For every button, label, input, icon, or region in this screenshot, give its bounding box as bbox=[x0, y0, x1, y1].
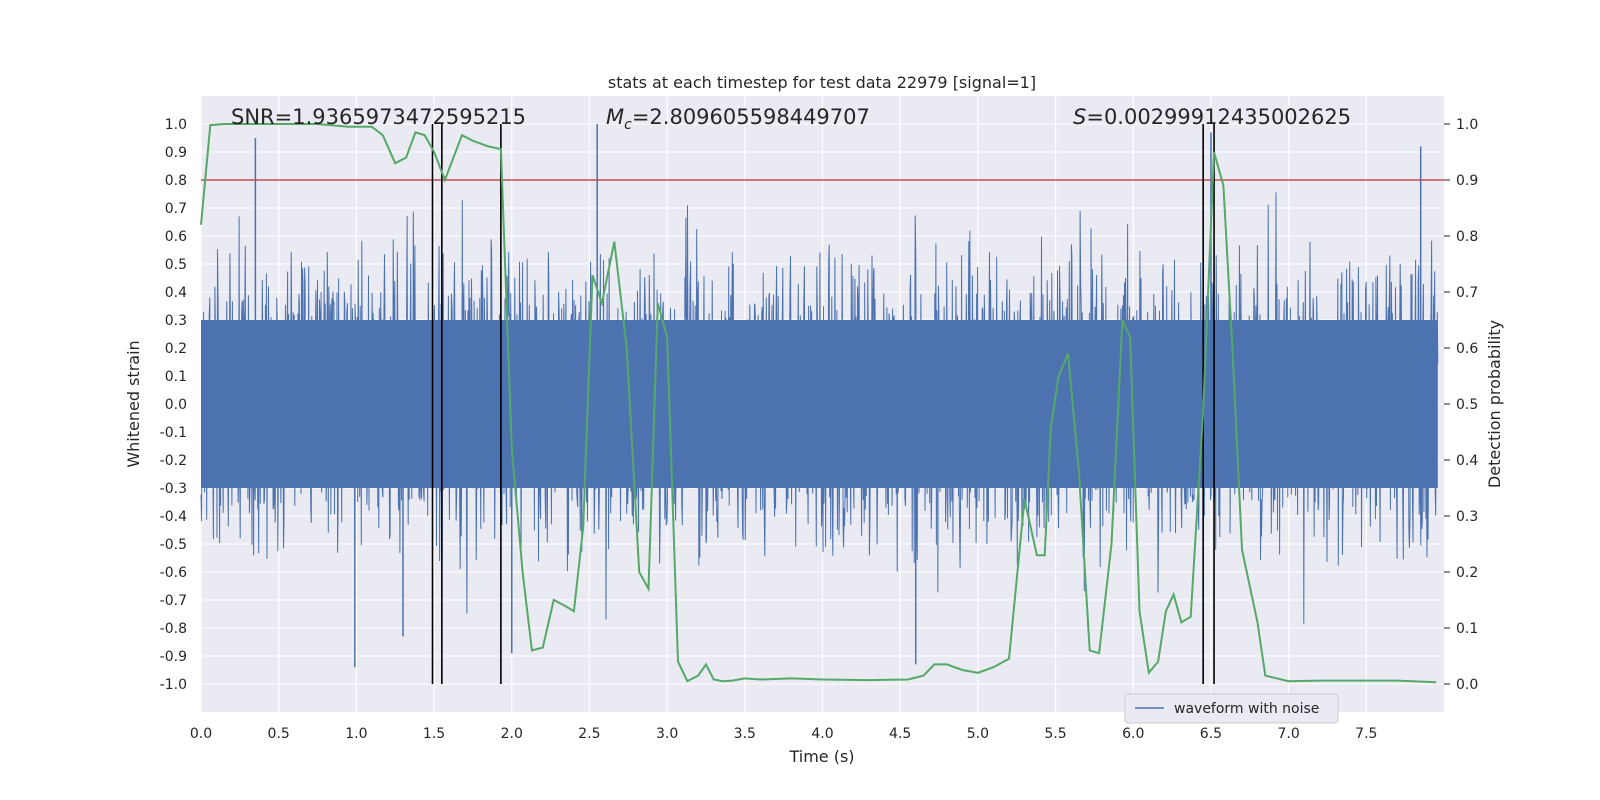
y-tick-label: -1.0 bbox=[160, 677, 187, 693]
x-tick-label: 4.0 bbox=[811, 726, 833, 742]
waveform-core bbox=[201, 320, 1438, 488]
x-tick-label: 3.5 bbox=[734, 726, 756, 742]
y-tick-label: 0.1 bbox=[165, 369, 187, 385]
y-right-tick-label: 0.5 bbox=[1456, 397, 1478, 413]
x-tick-label: 4.5 bbox=[889, 726, 911, 742]
chart-title: stats at each timestep for test data 229… bbox=[608, 73, 1036, 92]
s-annotation: S=0.0029991243500262​5 bbox=[1073, 105, 1351, 129]
waveform-band bbox=[201, 320, 1438, 488]
y-right-axis-label: Detection probability bbox=[1485, 320, 1504, 488]
y-right-tick-label: 0.7 bbox=[1456, 285, 1478, 301]
x-tick-label: 6.5 bbox=[1200, 726, 1222, 742]
y-tick-label: 0.9 bbox=[165, 145, 187, 161]
y-tick-label: -0.3 bbox=[160, 481, 187, 497]
y-tick-label: 0.4 bbox=[165, 285, 187, 301]
mc-symbol: M bbox=[606, 105, 624, 129]
y-tick-label: 0.6 bbox=[165, 229, 187, 245]
x-tick-label: 0.5 bbox=[268, 726, 290, 742]
y-axis-label: Whitened strain bbox=[124, 340, 143, 467]
y-right-tick-label: 0.3 bbox=[1456, 509, 1478, 525]
y-tick-label: 1.0 bbox=[165, 117, 187, 133]
y-tick-label: 0.8 bbox=[165, 173, 187, 189]
legend-box bbox=[1124, 693, 1339, 724]
x-tick-label: 2.0 bbox=[501, 726, 523, 742]
y-tick-label: -0.2 bbox=[160, 453, 187, 469]
y-tick-label: 0.5 bbox=[165, 257, 187, 273]
y-tick-label: -0.7 bbox=[160, 593, 187, 609]
y-right-tick-label: 0.9 bbox=[1456, 173, 1478, 189]
y-tick-label: -0.6 bbox=[160, 565, 187, 581]
x-tick-label: 2.5 bbox=[578, 726, 600, 742]
x-tick-label: 0.0 bbox=[190, 726, 212, 742]
y-tick-label: -0.4 bbox=[160, 509, 187, 525]
y-tick-label: -0.5 bbox=[160, 537, 187, 553]
mc-subscript: c bbox=[624, 117, 632, 133]
y-tick-label: -0.9 bbox=[160, 649, 187, 665]
snr-annotation: SNR=1.9365973472595215 bbox=[231, 105, 526, 129]
s-value: =0.0029991243500262​5 bbox=[1086, 105, 1351, 129]
s-symbol: S bbox=[1073, 105, 1086, 129]
y-right-tick-labels: 1.0 0.9 0.8 0.7 0.6 0.5 0.4 0.3 0.2 0.1 0.0 bbox=[1444, 117, 1478, 693]
y-tick-label: 0.2 bbox=[165, 341, 187, 357]
x-tick-label: 5.5 bbox=[1044, 726, 1066, 742]
y-right-tick-label: 0.1 bbox=[1456, 621, 1478, 637]
y-right-tick-label: 0.6 bbox=[1456, 341, 1478, 357]
probability-line bbox=[200, 123, 1437, 684]
y-right-tick-label: 0.8 bbox=[1456, 229, 1478, 245]
y-tick-label: 0.7 bbox=[165, 201, 187, 217]
y-tick-labels: 1.0 0.9 0.8 0.7 0.6 0.5 0.4 0.3 0.2 0.1 0.0 -0.1 -0.… bbox=[160, 117, 187, 693]
x-tick-labels: 0.0 0.5 1.0 1.5 2.0 2.5 3.0 3.5 4.0 4.5 5.0 5.5 6.0 6… bbox=[190, 726, 1378, 742]
x-tick-label: 1.0 bbox=[345, 726, 367, 742]
y-right-tick-label: 0.0 bbox=[1456, 677, 1478, 693]
y-right-tick-label: 0.2 bbox=[1456, 565, 1478, 581]
legend-label: waveform with noise bbox=[1174, 701, 1319, 717]
y-tick-label: -0.1 bbox=[160, 425, 187, 441]
x-tick-label: 6.0 bbox=[1122, 726, 1144, 742]
y-right-tick-label: 1.0 bbox=[1456, 117, 1478, 133]
x-tick-label: 3.0 bbox=[656, 726, 678, 742]
legend: waveform with noise bbox=[1124, 693, 1339, 724]
x-tick-label: 7.0 bbox=[1277, 726, 1299, 742]
y-right-tick-label: 0.4 bbox=[1456, 453, 1478, 469]
x-tick-label: 5.0 bbox=[967, 726, 989, 742]
mc-annotation: Mc=2.809605598449707 bbox=[606, 105, 870, 133]
y-tick-label: -0.8 bbox=[160, 621, 187, 637]
y-tick-label: 0.3 bbox=[165, 313, 187, 329]
probability-points bbox=[200, 123, 1437, 683]
mc-value: =2.809605598449707 bbox=[632, 105, 870, 129]
x-axis-label: Time (s) bbox=[788, 747, 854, 766]
x-tick-label: 1.5 bbox=[423, 726, 445, 742]
y-tick-label: 0.0 bbox=[165, 397, 187, 413]
x-tick-label: 7.5 bbox=[1355, 726, 1377, 742]
